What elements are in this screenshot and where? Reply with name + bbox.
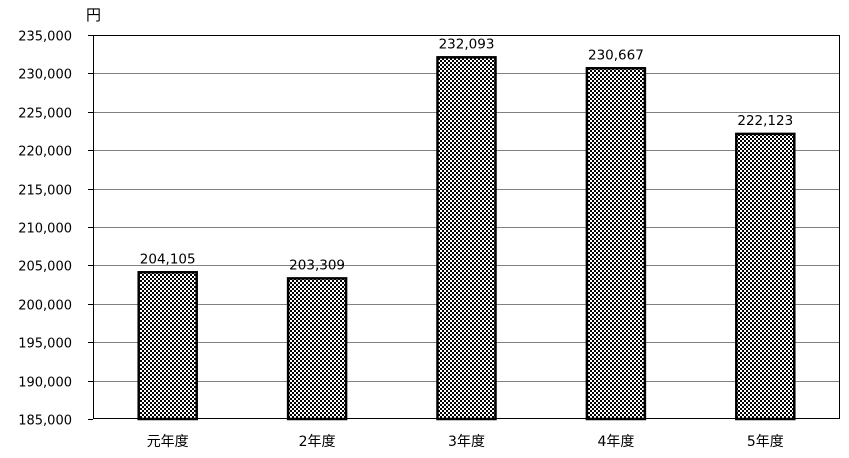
x-axis-categories: 元年度 2年度 3年度 4年度 5年度: [147, 434, 784, 450]
y-tick-label: 205,000: [18, 260, 72, 275]
plot-area-frame: [93, 35, 840, 419]
y-tick-label: 200,000: [18, 299, 72, 314]
y-tick-label: 220,000: [18, 145, 72, 160]
y-axis-ticks: 185,000 190,000 195,000 200,000 205,000 210,0…: [18, 30, 93, 429]
bars: [137, 56, 796, 421]
bar: [137, 271, 198, 421]
y-tick-label: 185,000: [18, 414, 72, 429]
bar-data-label: 232,093: [439, 36, 495, 52]
x-category-label: 2年度: [299, 434, 336, 450]
bar-data-label: 222,123: [737, 113, 793, 129]
y-tick-label: 215,000: [18, 184, 72, 199]
x-category-label: 5年度: [747, 434, 784, 450]
y-axis-unit: 円: [86, 6, 101, 24]
bar-data-label: 230,667: [588, 47, 644, 63]
y-tick-label: 195,000: [18, 337, 72, 352]
y-tick-label: 190,000: [18, 376, 72, 391]
x-category-label: 3年度: [448, 434, 485, 450]
x-category-label: 元年度: [147, 434, 189, 450]
x-category-label: 4年度: [597, 434, 634, 450]
y-tick-label: 210,000: [18, 222, 72, 237]
bar: [436, 56, 497, 421]
bar-data-label: 203,309: [289, 257, 345, 273]
bar: [286, 277, 348, 421]
data-labels: 204,105 203,309 232,093 230,667 222,123: [140, 36, 793, 273]
bar: [585, 67, 647, 421]
bar-data-label: 204,105: [140, 251, 196, 267]
y-tick-label: 235,000: [18, 30, 72, 45]
y-tick-label: 225,000: [18, 107, 72, 122]
bar: [735, 132, 796, 421]
y-tick-label: 230,000: [18, 68, 72, 83]
